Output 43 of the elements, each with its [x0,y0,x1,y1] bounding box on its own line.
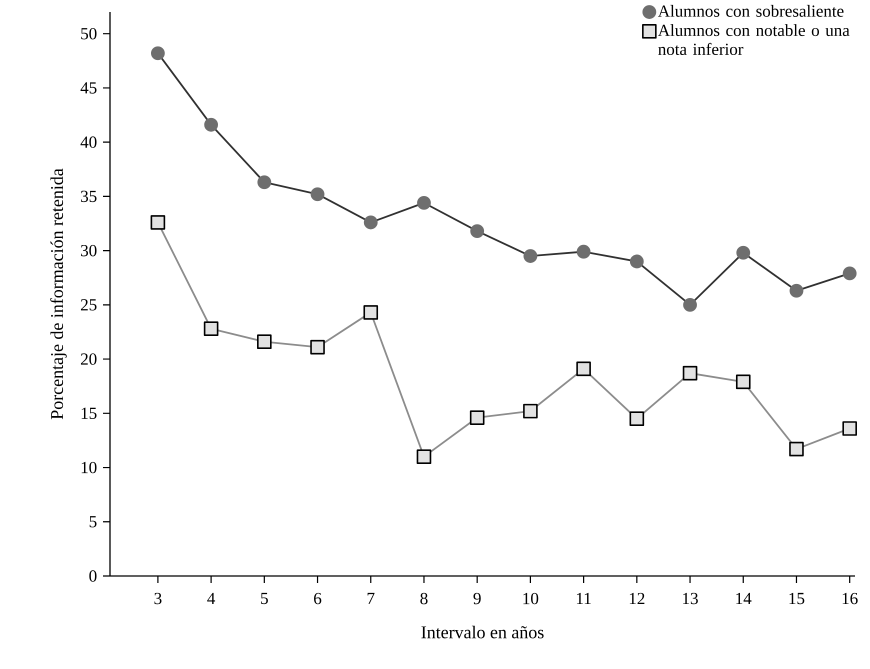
x-tick-label: 6 [314,592,322,604]
point [524,249,538,263]
x-tick-label: 14 [736,592,752,604]
point [364,216,378,230]
y-tick-label: 40 [80,136,97,148]
point [150,46,165,60]
x-tick-label: 5 [261,592,268,604]
x-axis-title: Intervalo en años [421,626,544,638]
legend-label: Alumnos con sobresaliente [658,4,844,17]
x-tick-label: 9 [473,592,481,604]
x-tick-label: 12 [630,592,644,604]
point [576,244,591,259]
y-tick-label: 50 [81,28,97,40]
x-tick-label: 3 [154,592,162,604]
point [310,187,324,202]
y-tick-label: 15 [82,408,96,419]
y-tick-label: 20 [80,353,97,365]
point [630,254,644,268]
point [257,175,272,190]
point [683,298,697,312]
y-axis-title: Porcentaje de información retenida [50,168,67,420]
x-tick-label: 10 [523,592,538,604]
x-tick-label: 4 [207,592,216,604]
point [790,284,804,298]
x-tick-label: 7 [368,592,375,604]
point [417,196,431,210]
x-tick-label: 15 [789,592,804,604]
x-tick-label: 11 [576,592,591,604]
x-tick-label: 16 [842,592,858,604]
y-tick-label: 25 [80,299,96,311]
y-tick-label: 30 [81,244,97,256]
point [204,118,218,132]
y-tick-label: 35 [81,190,96,202]
point [842,266,857,280]
point [470,224,484,238]
y-tick-label: 10 [82,462,97,474]
x-tick-label: 8 [420,592,428,604]
point [736,246,750,260]
y-tick-label: 0 [89,570,97,582]
y-tick-label: 45 [80,82,96,94]
legend-label: Alumnos con notable o una nota inferior [658,24,850,56]
x-tick-label: 13 [683,592,698,604]
y-tick-label: 5 [90,516,96,528]
